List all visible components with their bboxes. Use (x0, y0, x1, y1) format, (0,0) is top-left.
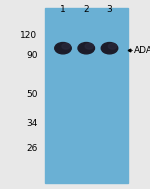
Ellipse shape (108, 43, 117, 49)
Text: ADAM12: ADAM12 (134, 46, 150, 55)
Ellipse shape (62, 43, 70, 49)
Text: 50: 50 (26, 90, 38, 99)
Text: 120: 120 (20, 31, 38, 40)
Text: 2: 2 (83, 5, 89, 14)
Text: 90: 90 (26, 51, 38, 60)
Ellipse shape (85, 43, 93, 49)
Ellipse shape (78, 43, 94, 54)
Text: 34: 34 (26, 119, 38, 128)
Text: 26: 26 (26, 144, 38, 153)
Text: 3: 3 (107, 5, 112, 14)
Ellipse shape (55, 43, 71, 54)
Ellipse shape (101, 43, 118, 54)
Text: 1: 1 (60, 5, 66, 14)
Bar (45, 8, 128, 183)
